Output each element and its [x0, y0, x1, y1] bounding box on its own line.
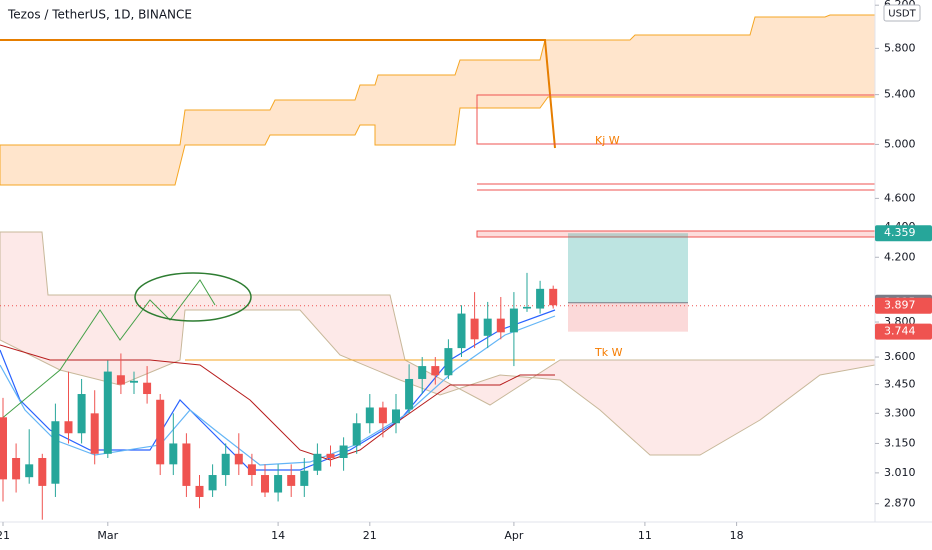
candle-body [365, 407, 374, 424]
price-tag-label: 4.359 [884, 226, 916, 239]
candle-body [536, 288, 545, 309]
target-zone [568, 233, 688, 303]
candle-body [182, 443, 191, 486]
x-tick-label: 18 [730, 529, 744, 542]
candle-body [156, 399, 165, 465]
candle-body [457, 313, 466, 349]
x-tick-label: Apr [504, 529, 524, 542]
candle-body [509, 308, 518, 333]
y-tick-label: 3.600 [884, 350, 916, 363]
price-axis [875, 0, 932, 522]
candle-body [143, 382, 152, 395]
y-tick-label: 3.450 [884, 378, 916, 391]
x-tick-label: 14 [271, 529, 285, 542]
price-tag-box [875, 297, 932, 314]
candle-body [169, 443, 178, 465]
annotation: Tk W [594, 346, 623, 359]
kijun-line [0, 39, 556, 149]
candle-body [313, 453, 322, 471]
price-tag: 3.897 [875, 297, 932, 314]
y-tick-label: 3.150 [884, 436, 916, 449]
price-tag: 4.359 [875, 225, 932, 242]
candle-body [378, 407, 387, 424]
candle-body [444, 348, 453, 376]
candle-body [392, 409, 400, 424]
y-tick-label: 4.600 [884, 191, 916, 204]
candle-body [483, 318, 492, 336]
candle-body [208, 475, 217, 491]
ma-slow [0, 315, 556, 466]
candle-body [38, 457, 47, 486]
x-tick-label: 11 [638, 529, 652, 542]
price-tag: 3.744 [875, 323, 932, 340]
y-tick-label: 2.870 [884, 497, 916, 510]
price-tag-label: 3.897 [884, 299, 916, 312]
candle-body [195, 485, 204, 497]
candle-body [234, 453, 243, 465]
candle-body [326, 453, 335, 458]
position-tool [0, 233, 875, 332]
candle-body [418, 366, 427, 379]
candle-body [549, 288, 558, 306]
candle-body [352, 423, 361, 446]
candle-body [25, 464, 34, 478]
chart-title: Tezos / TetherUS, 1D, BINANCE [7, 8, 192, 22]
x-tick-label: 21 [363, 529, 377, 542]
candle-body [405, 378, 414, 410]
annotation: Kj W [595, 134, 620, 147]
candle-body [247, 464, 256, 476]
candle-body [261, 475, 269, 493]
y-tick-label: 5.000 [884, 137, 916, 150]
candle-body [496, 318, 505, 333]
cloud-upper [0, 14, 876, 186]
x-tick-label: Mar [97, 529, 118, 542]
candle-body [0, 417, 7, 480]
candle-body [221, 453, 230, 476]
candle-body [274, 475, 283, 493]
lagging-line [0, 279, 216, 421]
candle-body [51, 421, 60, 484]
candle-body [103, 371, 112, 454]
zone-box [476, 94, 875, 145]
currency: USDT [888, 9, 916, 20]
candle-body [77, 394, 86, 434]
candle-body [64, 421, 73, 434]
y-tick-label: 3.300 [884, 406, 916, 419]
candle-body [12, 457, 21, 480]
y-tick-label: 5.400 [884, 88, 916, 101]
stop-zone [568, 302, 688, 332]
candle-body [431, 366, 440, 376]
price-tag-box [875, 225, 932, 242]
candle-body [470, 318, 479, 340]
x-tick-label: 21 [0, 529, 10, 542]
price-tag-box [875, 323, 932, 340]
candle-body [339, 445, 348, 458]
candle-body [300, 470, 309, 486]
highlight-ellipse [134, 272, 252, 322]
candle-body [523, 306, 531, 309]
y-tick-label: 3.010 [884, 466, 916, 479]
candle-body [287, 475, 296, 486]
candles [0, 272, 558, 520]
currency-box [883, 4, 921, 22]
candle-body [130, 380, 138, 383]
price-tag-label: 3.744 [884, 325, 916, 338]
y-tick-label: 5.800 [884, 41, 916, 54]
y-tick-label: 4.200 [884, 250, 916, 263]
candle-body [116, 375, 125, 385]
candle-body [90, 413, 99, 454]
